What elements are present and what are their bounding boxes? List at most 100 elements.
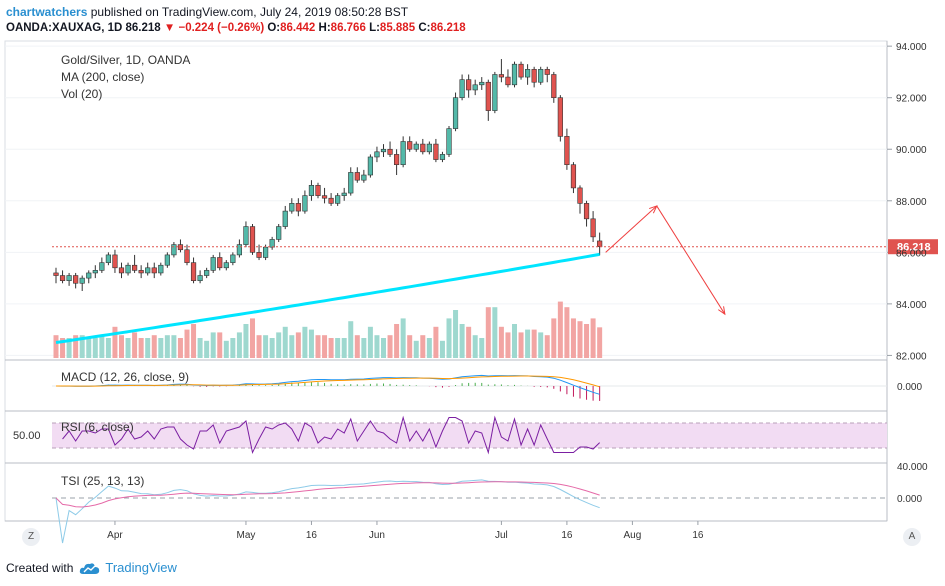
projection-arrows[interactable] bbox=[605, 205, 726, 316]
volume-bar bbox=[158, 338, 164, 358]
volume-bar bbox=[498, 326, 504, 358]
volume-bar bbox=[125, 338, 131, 358]
volume-bar bbox=[400, 318, 406, 358]
candle-body bbox=[59, 275, 66, 281]
volume-bar bbox=[426, 338, 432, 358]
macd-pane[interactable] bbox=[52, 374, 887, 401]
volume-bar bbox=[302, 326, 308, 358]
publish-line: chartwatchers published on TradingView.c… bbox=[6, 4, 466, 20]
price-tick-label: 86.000 bbox=[896, 248, 927, 259]
volume-bar bbox=[407, 335, 413, 358]
volume-bar bbox=[361, 338, 367, 358]
created-with-text: Created with bbox=[6, 560, 74, 575]
candle-body bbox=[53, 272, 59, 276]
candle-body bbox=[118, 267, 125, 274]
candle-body bbox=[531, 69, 537, 83]
candle-body bbox=[204, 270, 210, 276]
candle-body bbox=[99, 262, 105, 271]
candle-body bbox=[256, 252, 262, 258]
candle-body bbox=[158, 264, 164, 274]
candle-body bbox=[210, 257, 216, 271]
zoom-reset-button[interactable]: Z bbox=[22, 528, 40, 546]
candle-body bbox=[544, 69, 550, 75]
tradingview-brand: TradingView bbox=[105, 560, 177, 575]
candle-body bbox=[485, 81, 491, 111]
candle-body bbox=[590, 218, 596, 238]
candle-body bbox=[138, 270, 144, 274]
candle-body bbox=[217, 257, 223, 269]
candle-body bbox=[243, 226, 249, 245]
candle-body bbox=[361, 174, 367, 181]
volume-bar bbox=[263, 335, 269, 358]
candle-body bbox=[92, 270, 98, 274]
volume-bar bbox=[597, 327, 603, 358]
volume-bar bbox=[164, 335, 170, 358]
candle-body bbox=[79, 277, 85, 284]
time-tick-label: May bbox=[236, 530, 255, 541]
candle-body bbox=[354, 172, 360, 181]
volume-bar bbox=[544, 335, 550, 358]
price-change: −0.224 (−0.26%) bbox=[178, 22, 265, 34]
price-tag bbox=[888, 239, 938, 255]
open-label: O: bbox=[267, 22, 281, 34]
volume-bar bbox=[184, 329, 190, 358]
candle-body bbox=[498, 74, 505, 78]
candle-body bbox=[236, 244, 243, 256]
volume-bar bbox=[79, 335, 85, 358]
volume-bar bbox=[151, 335, 157, 358]
candle-body bbox=[505, 76, 511, 86]
candle-body bbox=[557, 97, 563, 137]
symbol-label: OANDA:XAUXAG, 1D bbox=[6, 22, 123, 34]
volume-bar bbox=[518, 332, 524, 358]
rsi-line bbox=[62, 415, 600, 455]
candle-body bbox=[518, 63, 524, 78]
volume-bar bbox=[250, 318, 255, 358]
macd-signal-line bbox=[56, 375, 600, 388]
time-tick-label: Jul bbox=[495, 530, 508, 541]
volume-bar bbox=[512, 324, 517, 358]
projection-arrow-line bbox=[656, 205, 726, 315]
volume-bar bbox=[538, 332, 544, 358]
candle-body bbox=[393, 154, 400, 166]
volume-bar bbox=[92, 338, 98, 358]
candle-body bbox=[276, 226, 282, 240]
open-value: 86.442 bbox=[280, 22, 316, 34]
candle-body bbox=[459, 79, 465, 98]
volume-bar bbox=[243, 324, 249, 358]
candle-body bbox=[164, 254, 170, 266]
macd-zero-tick: 0.000 bbox=[897, 382, 922, 393]
volume-bar bbox=[446, 318, 452, 358]
volume-bar bbox=[354, 335, 360, 358]
candle-body bbox=[433, 143, 439, 160]
volume-bar bbox=[295, 332, 301, 358]
close-label: C: bbox=[418, 22, 431, 34]
candle-body bbox=[105, 254, 111, 263]
candlesticks bbox=[53, 59, 603, 291]
low-value: 85.885 bbox=[379, 22, 416, 34]
candle-body bbox=[262, 246, 269, 258]
volume-bar bbox=[289, 335, 295, 358]
high-label: H: bbox=[318, 22, 331, 34]
price-tick-label: 90.000 bbox=[896, 145, 927, 156]
rsi-band bbox=[52, 423, 887, 448]
ma-200-line bbox=[55, 252, 600, 344]
volume-bar bbox=[223, 340, 229, 358]
tradingview-cloud-icon bbox=[80, 562, 100, 574]
candle-body bbox=[315, 185, 321, 196]
candle-body bbox=[282, 210, 288, 227]
auto-scale-button[interactable]: A bbox=[903, 528, 921, 546]
tradingview-logo[interactable]: TradingView bbox=[79, 560, 177, 575]
chart-canvas[interactable]: Gold/Silver, 1D, OANDA MA (200, close) V… bbox=[0, 38, 945, 548]
publisher-name[interactable]: chartwatchers bbox=[6, 5, 88, 19]
volume-bar bbox=[197, 338, 203, 358]
volume-bar bbox=[315, 335, 321, 358]
candle-body bbox=[420, 143, 426, 153]
candle-body bbox=[407, 141, 413, 150]
candle-body bbox=[86, 272, 92, 279]
candle-body bbox=[151, 267, 157, 274]
volume-bar bbox=[105, 338, 111, 358]
volume-bar bbox=[584, 324, 590, 358]
volume-bar bbox=[413, 340, 419, 358]
volume-bar bbox=[479, 338, 485, 358]
volume-bar bbox=[557, 301, 563, 358]
